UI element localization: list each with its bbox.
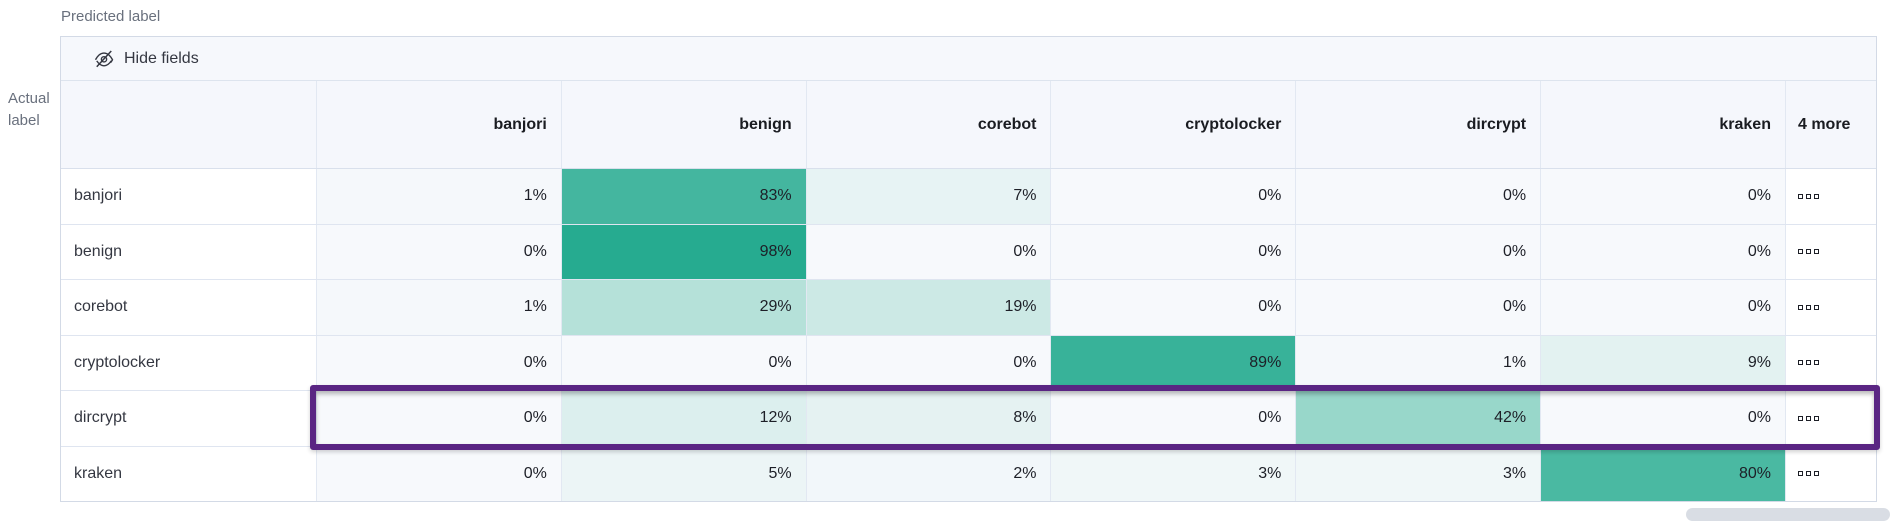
row-actions-cell	[1786, 391, 1876, 446]
grid-body: banjori 1% 83% 7% 0% 0% 0% benign 0% 98% 0% 0% 0% 0%…	[61, 169, 1876, 501]
matrix-row-corebot: corebot 1% 29% 19% 0% 0% 0%	[61, 280, 1876, 336]
header-cell-cryptolocker[interactable]: cryptolocker	[1051, 81, 1297, 168]
matrix-cell-corebot-corebot: 19%	[806, 280, 1052, 335]
row-label-kraken: kraken	[61, 446, 317, 501]
matrix-cell-dircrypt-dircrypt: 42%	[1296, 391, 1542, 446]
matrix-cell-corebot-dircrypt: 0%	[1296, 280, 1542, 335]
header-cell-benign[interactable]: benign	[562, 81, 807, 168]
matrix-cell-dircrypt-banjori: 0%	[317, 391, 562, 446]
header-cell-dircrypt[interactable]: dircrypt	[1296, 81, 1542, 168]
matrix-cell-corebot-benign: 29%	[561, 280, 807, 335]
matrix-cell-benign-dircrypt: 0%	[1296, 224, 1542, 279]
matrix-cell-corebot-cryptolocker: 0%	[1051, 280, 1297, 335]
boxes-horizontal-icon[interactable]	[1797, 249, 1819, 255]
header-cell-empty	[61, 81, 317, 168]
grid-header-row: banjori benign corebot cryptolocker dircrypt…	[61, 81, 1876, 169]
row-label-corebot: corebot	[61, 280, 317, 335]
row-label-cryptolocker: cryptolocker	[61, 335, 317, 390]
row-actions-cell	[1786, 447, 1876, 502]
matrix-cell-benign-banjori: 0%	[317, 224, 562, 279]
matrix-cell-dircrypt-corebot: 8%	[806, 391, 1052, 446]
predicted-label-axis-title: Predicted label	[61, 8, 161, 25]
matrix-cell-cryptolocker-cryptolocker: 89%	[1051, 335, 1297, 390]
header-cell-banjori[interactable]: banjori	[317, 81, 562, 168]
matrix-cell-cryptolocker-kraken: 9%	[1541, 335, 1786, 390]
matrix-cell-benign-corebot: 0%	[806, 224, 1052, 279]
row-label-benign: benign	[61, 224, 317, 279]
matrix-cell-benign-kraken: 0%	[1541, 224, 1786, 279]
matrix-cell-cryptolocker-benign: 0%	[561, 335, 807, 390]
boxes-horizontal-icon[interactable]	[1797, 471, 1819, 477]
boxes-horizontal-icon[interactable]	[1797, 415, 1819, 421]
header-cell-kraken[interactable]: kraken	[1541, 81, 1786, 168]
matrix-cell-kraken-cryptolocker: 3%	[1051, 446, 1297, 501]
matrix-cell-banjori-cryptolocker: 0%	[1051, 169, 1297, 224]
matrix-cell-benign-cryptolocker: 0%	[1051, 224, 1297, 279]
matrix-cell-kraken-corebot: 2%	[806, 446, 1052, 501]
matrix-cell-cryptolocker-banjori: 0%	[317, 335, 562, 390]
boxes-horizontal-icon[interactable]	[1797, 304, 1819, 310]
actual-label-axis-title: Actual label	[8, 90, 50, 129]
boxes-horizontal-icon[interactable]	[1797, 360, 1819, 366]
confusion-matrix-grid: Hide fields banjori benign corebot cryptolo…	[60, 36, 1877, 502]
row-label-dircrypt: dircrypt	[61, 391, 317, 446]
matrix-cell-kraken-banjori: 0%	[317, 446, 562, 501]
eye-closed-icon[interactable]	[94, 49, 114, 69]
matrix-cell-kraken-kraken: 80%	[1541, 446, 1786, 501]
matrix-row-benign: benign 0% 98% 0% 0% 0% 0%	[61, 224, 1876, 280]
matrix-cell-banjori-corebot: 7%	[806, 169, 1052, 224]
boxes-horizontal-icon[interactable]	[1797, 193, 1819, 199]
matrix-cell-dircrypt-cryptolocker: 0%	[1051, 391, 1297, 446]
matrix-cell-cryptolocker-dircrypt: 1%	[1296, 335, 1542, 390]
matrix-cell-banjori-dircrypt: 0%	[1296, 169, 1542, 224]
matrix-cell-dircrypt-kraken: 0%	[1541, 391, 1786, 446]
row-actions-cell	[1786, 336, 1876, 391]
matrix-cell-cryptolocker-corebot: 0%	[806, 335, 1052, 390]
matrix-cell-corebot-kraken: 0%	[1541, 280, 1786, 335]
header-cell-corebot[interactable]: corebot	[807, 81, 1052, 168]
row-actions-cell	[1786, 280, 1876, 335]
matrix-row-kraken: kraken 0% 5% 2% 3% 3% 80%	[61, 446, 1876, 502]
matrix-row-dircrypt: dircrypt 0% 12% 8% 0% 42% 0%	[61, 391, 1876, 447]
matrix-cell-kraken-dircrypt: 3%	[1296, 446, 1542, 501]
matrix-row-cryptolocker: cryptolocker 0% 0% 0% 89% 1% 9%	[61, 335, 1876, 391]
matrix-cell-corebot-banjori: 1%	[317, 280, 562, 335]
matrix-cell-dircrypt-benign: 12%	[561, 391, 807, 446]
horizontal-scrollbar-thumb[interactable]	[1686, 508, 1890, 521]
row-actions-cell	[1786, 169, 1876, 224]
row-actions-cell	[1786, 225, 1876, 280]
matrix-cell-benign-benign: 98%	[561, 224, 807, 279]
hide-fields-button-label[interactable]: Hide fields	[124, 49, 199, 67]
matrix-cell-banjori-banjori: 1%	[317, 169, 562, 224]
matrix-cell-banjori-kraken: 0%	[1541, 169, 1786, 224]
matrix-cell-kraken-benign: 5%	[561, 446, 807, 501]
row-label-banjori: banjori	[61, 169, 317, 224]
grid-toolbar: Hide fields	[61, 37, 1876, 81]
matrix-row-banjori: banjori 1% 83% 7% 0% 0% 0%	[61, 169, 1876, 225]
header-cell-more-columns[interactable]: 4 more	[1797, 115, 1851, 133]
matrix-cell-banjori-benign: 83%	[561, 169, 807, 224]
